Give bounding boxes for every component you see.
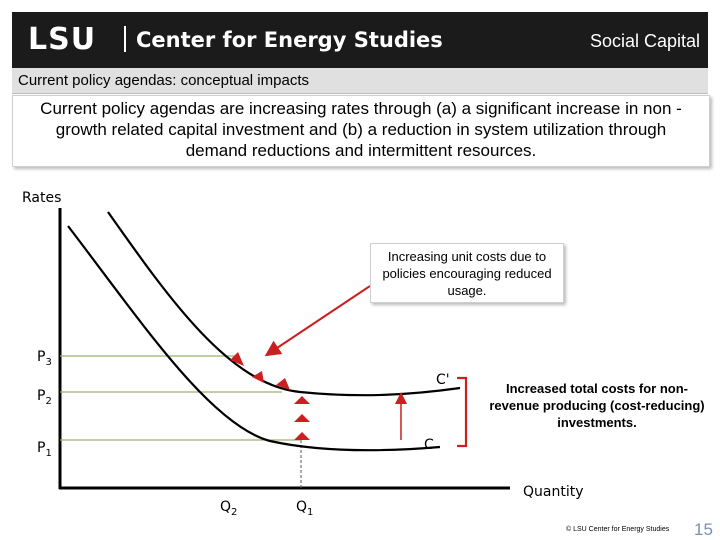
footer-credit: © LSU Center for Energy Studies [566,526,670,533]
lsu-logo: LSU [28,22,97,57]
note-bracket [457,376,468,448]
p3-label: P3 [37,349,52,368]
red-markers [230,352,310,440]
marker-3 [276,378,290,390]
callout-arrow [264,285,371,357]
marker-6 [294,432,310,440]
p1-label: P1 [37,440,52,459]
cost-note: Increased total costs for non-revenue pr… [489,381,705,430]
slide-subtitle: Current policy agendas: conceptual impac… [12,68,708,94]
marker-1 [230,352,244,366]
y-axis-label: Rates [22,190,61,206]
marker-2 [252,371,264,383]
curve-c-prime-label: C' [436,372,450,388]
x-axis-label: Quantity [523,484,584,500]
center-name: Center for Energy Studies [136,28,443,52]
page-number: 15 [694,520,713,539]
logo-divider [124,26,126,52]
callout-text: Increasing unit costs due to policies en… [382,249,552,298]
curve-c [67,225,441,452]
q2-label: Q2 [220,499,237,518]
marker-4 [294,396,310,404]
curve-c-prime [107,211,461,397]
marker-5 [294,414,310,422]
callout-box: Increasing unit costs due to policies en… [370,243,564,303]
p2-label: P2 [37,388,52,407]
q1-label: Q1 [296,499,313,518]
statement-box: Current policy agendas are increasing ra… [12,95,710,167]
statement-text: Current policy agendas are increasing ra… [40,99,682,160]
section-title: Social Capital [589,31,700,51]
header-bar: LSU Center for Energy Studies Social Cap… [12,12,708,68]
curve-c-label: C [424,437,434,453]
subtitle-text: Current policy agendas: conceptual impac… [18,72,309,89]
